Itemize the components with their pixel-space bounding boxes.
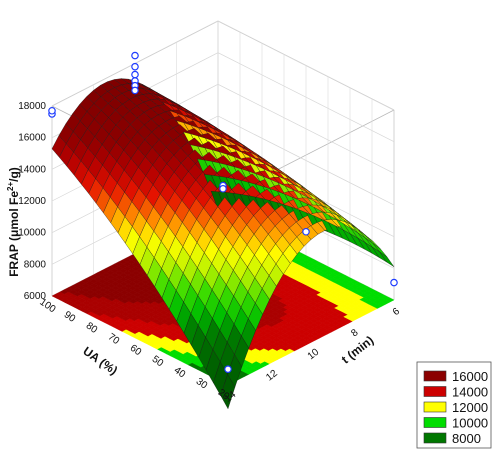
y-tick-label: 60 <box>128 343 144 359</box>
data-point <box>131 70 139 79</box>
data-point <box>48 106 56 115</box>
z-axis-label-end: /g) <box>7 167 21 182</box>
z-tick-label: 6000 <box>24 291 47 302</box>
data-point <box>219 184 227 193</box>
x-tick-label: 6 <box>391 306 403 318</box>
legend-swatch <box>423 417 447 428</box>
data-point <box>131 51 139 60</box>
legend-swatch <box>423 401 447 413</box>
data-point <box>390 278 398 287</box>
legend-label: 14000 <box>452 385 488 400</box>
data-point <box>131 86 139 95</box>
data-points <box>48 51 398 373</box>
x-tick-label: 8 <box>349 327 361 339</box>
z-axis-label-main: FRAP (μmol Fe <box>7 191 21 277</box>
surface-patch <box>379 251 395 267</box>
contour-cell <box>384 297 395 303</box>
z-tick-label: 10000 <box>18 228 46 239</box>
svg-text:FRAP (μmol Fe2+/g): FRAP (μmol Fe2+/g) <box>6 167 21 277</box>
y-axis-label: UA (%) <box>80 344 120 378</box>
z-tick-label: 12000 <box>18 196 46 207</box>
y-tick-label: 30 <box>194 376 210 392</box>
data-point <box>302 227 310 236</box>
response-surface <box>51 78 395 410</box>
z-axis-label: FRAP (μmol Fe2+/g) <box>6 167 21 277</box>
y-tick-label: 90 <box>62 309 78 325</box>
legend-swatch <box>423 432 447 444</box>
z-tick-label: 14000 <box>18 164 46 175</box>
legend-label: 8000 <box>452 431 481 446</box>
data-point <box>131 62 139 71</box>
x-tick-label: 10 <box>306 347 322 363</box>
z-axis-label-sup: 2+ <box>6 182 15 191</box>
legend-swatch <box>423 386 447 397</box>
surface-patch <box>220 373 236 410</box>
x-tick-label: 12 <box>264 368 280 384</box>
z-tick-label: 18000 <box>18 101 46 112</box>
z-tick-label: 16000 <box>18 133 46 144</box>
legend-label: 12000 <box>452 400 488 415</box>
y-tick-label: 50 <box>150 354 166 370</box>
y-tick-label: 80 <box>84 321 100 337</box>
z-tick-label: 8000 <box>24 259 47 270</box>
legend-label: 10000 <box>452 416 488 431</box>
y-tick-label: 70 <box>106 332 122 348</box>
legend-label: 16000 <box>452 369 488 384</box>
data-point <box>224 365 232 373</box>
y-tick-label: 40 <box>172 365 188 381</box>
legend-swatch <box>423 370 447 382</box>
